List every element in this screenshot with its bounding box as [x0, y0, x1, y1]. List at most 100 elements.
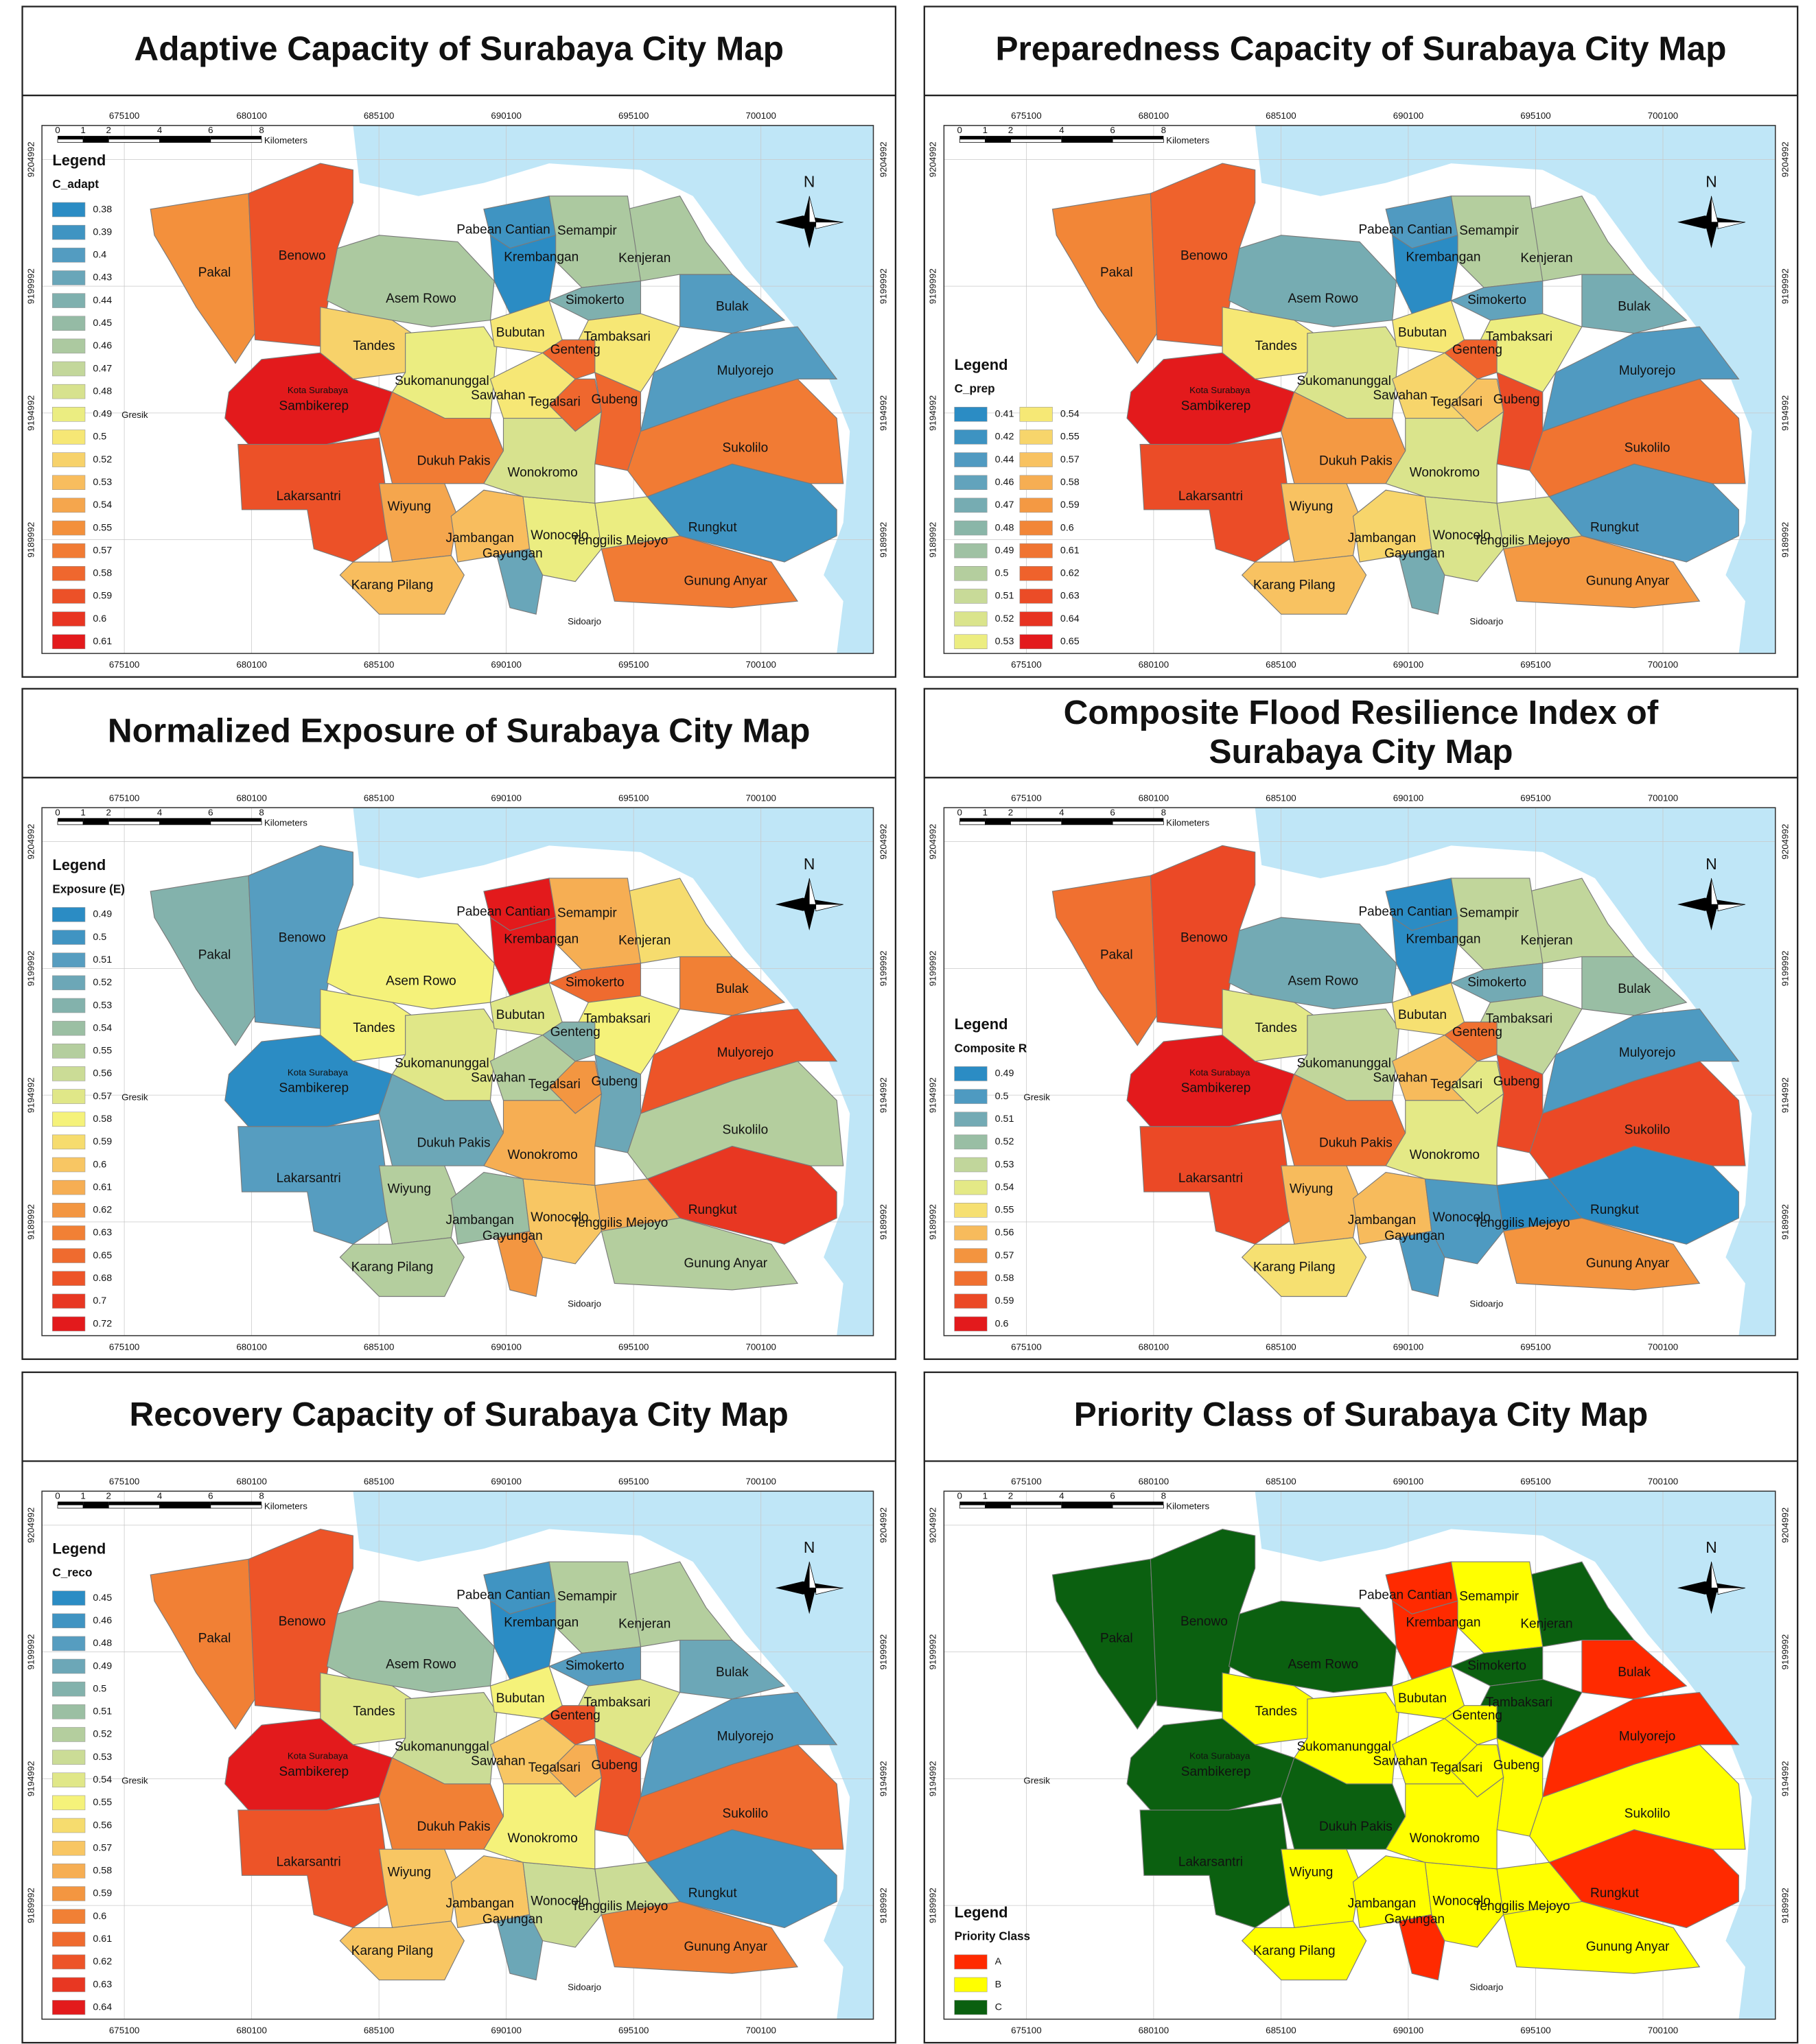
district-label: Tegalsari: [528, 395, 581, 410]
scale-segment: [83, 818, 109, 822]
x-coordinate-label: 690100: [491, 1476, 521, 1486]
legend-swatch: [52, 930, 86, 945]
north-label: N: [1706, 1538, 1717, 1556]
legend-label: 0.61: [93, 1934, 112, 1945]
district-label: Krembangan: [504, 1616, 579, 1630]
district: [483, 1776, 603, 1870]
district-label: Lakarsantri: [277, 1171, 341, 1186]
legend-label: 0.56: [995, 1227, 1014, 1238]
district-label: Tegalsari: [1430, 1761, 1482, 1775]
y-coordinate-label: 9194992: [878, 1761, 888, 1796]
legend-swatch: [954, 1954, 988, 1970]
y-coordinate-label: 9194992: [878, 1077, 888, 1113]
legend-label: 0.53: [93, 477, 112, 488]
district-label: Benowo: [1180, 248, 1228, 263]
district-label: Genteng: [550, 1708, 601, 1723]
legend-swatch: [1019, 566, 1053, 581]
scale-unit: Kilometers: [264, 135, 307, 145]
legend-swatch: [954, 1977, 988, 1993]
legend-swatch: [52, 1636, 86, 1652]
district: [1241, 1237, 1367, 1297]
legend-label: 0.49: [93, 409, 112, 420]
legend-swatch: [52, 543, 86, 559]
legend-label: 0.52: [93, 977, 112, 988]
district-label: Sukolilo: [723, 1123, 769, 1138]
scale-label: 6: [1110, 1490, 1115, 1501]
legend-swatch: [1019, 497, 1053, 513]
district-label: Dukuh Pakis: [1319, 1136, 1393, 1151]
x-coordinate-label: 685100: [1266, 110, 1296, 121]
district: [496, 548, 544, 615]
scale-label: 4: [1059, 807, 1064, 817]
district-label: Karang Pilang: [1253, 1944, 1336, 1958]
scale-segment: [210, 1501, 262, 1505]
district-label: Genteng: [1452, 342, 1502, 357]
x-coordinate-label: 685100: [364, 1341, 394, 1352]
legend-swatch: [52, 1066, 86, 1081]
legend-label: 0.49: [93, 909, 112, 920]
legend-label: 0.65: [93, 1250, 112, 1261]
district-label: Tegalsari: [528, 1761, 581, 1775]
place-label: Gresik: [121, 1776, 148, 1786]
district-label: Jambangan: [445, 531, 513, 545]
legend-swatch: [954, 520, 988, 536]
y-coordinate-label: 9189992: [25, 1204, 36, 1240]
legend-swatch: [52, 1248, 86, 1263]
district-label: Asem Rowo: [386, 292, 456, 306]
x-coordinate-label: 690100: [1393, 2025, 1423, 2035]
x-coordinate-label: 690100: [1393, 792, 1423, 803]
legend-swatch: [52, 566, 86, 581]
district: [378, 1165, 458, 1245]
district-label: Gubeng: [592, 1758, 638, 1772]
district-label: Mulyorejo: [1619, 1729, 1676, 1743]
legend-swatch: [1019, 452, 1053, 467]
y-coordinate-label: 9199992: [25, 950, 36, 986]
scale-label: 2: [1008, 807, 1013, 817]
district: [1541, 1008, 1740, 1114]
district-label: Semampir: [1459, 1590, 1519, 1604]
scale-segment: [1061, 821, 1113, 825]
legend-swatch: [52, 1681, 86, 1697]
district-label: Simokerto: [566, 975, 625, 989]
legend-label: 0.44: [995, 454, 1014, 465]
district-label: Bulak: [716, 982, 749, 996]
place-label: Sidoarjo: [568, 1982, 601, 1993]
legend-swatch: [52, 1999, 86, 2015]
x-coordinate-label: 700100: [745, 792, 776, 803]
legend-label: 0.51: [995, 591, 1014, 602]
scale-segment: [83, 1501, 109, 1505]
x-coordinate-label: 690100: [1393, 110, 1423, 121]
legend-swatch: [1019, 475, 1053, 490]
district-label: Gunung Anyar: [1586, 574, 1670, 589]
legend-label: 0.57: [93, 1842, 112, 1853]
district-label: Sukomanunggal: [395, 374, 489, 388]
x-coordinate-label: 680100: [236, 2025, 266, 2035]
district-label: Gayungan: [1384, 1912, 1445, 1927]
legend-label: 0.48: [995, 522, 1014, 533]
district-label: Gubeng: [592, 392, 638, 407]
district: [1398, 1914, 1445, 1981]
scale-segment: [1061, 136, 1113, 139]
scale-segment: [1010, 1504, 1062, 1509]
district-label: Pakal: [1100, 1632, 1133, 1646]
district-label: Gunung Anyar: [684, 1940, 767, 1954]
scale-segment: [1112, 821, 1164, 825]
district-label: Wonokromo: [1410, 1148, 1480, 1162]
district-label: Wonokromo: [508, 1831, 578, 1846]
legend-swatch: [52, 338, 86, 354]
north-arrow: [808, 1562, 817, 1588]
x-coordinate-label: 700100: [745, 659, 776, 670]
scale-segment: [210, 136, 262, 139]
map-panel: Preparedness Capacity of Surabaya City M…: [923, 5, 1799, 678]
legend-title: C_prep: [955, 381, 995, 395]
district-label: Tambaksari: [1486, 1695, 1552, 1710]
district-label: Mulyorejo: [717, 364, 774, 378]
district: [1281, 1848, 1360, 1929]
legend-swatch: [52, 1750, 86, 1765]
north-label: N: [804, 1538, 815, 1556]
legend-label: 0.5: [93, 432, 106, 443]
x-coordinate-label: 690100: [491, 1341, 521, 1352]
legend-swatch: [52, 975, 86, 991]
x-coordinate-label: 675100: [109, 792, 139, 803]
